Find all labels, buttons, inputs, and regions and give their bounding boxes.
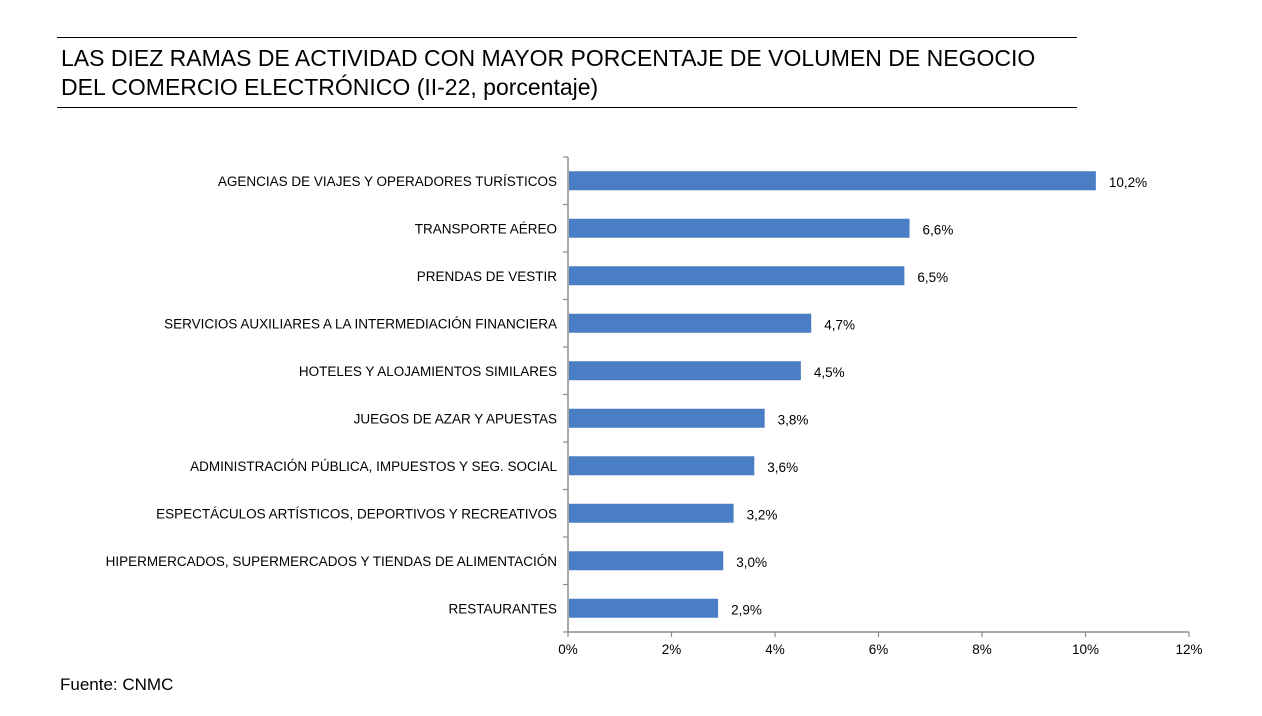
category-label: HIPERMERCADOS, SUPERMERCADOS Y TIENDAS D… — [106, 554, 557, 569]
data-label: 3,8% — [778, 412, 809, 427]
x-tick-label: 12% — [1175, 642, 1202, 657]
category-label: AGENCIAS DE VIAJES Y OPERADORES TURÍSTIC… — [218, 174, 557, 189]
bar — [569, 266, 905, 286]
category-label: RESTAURANTES — [448, 601, 557, 616]
bar — [569, 218, 910, 238]
category-label: SERVICIOS AUXILIARES A LA INTERMEDIACIÓN… — [164, 316, 557, 331]
data-label: 4,5% — [814, 365, 845, 380]
bar — [569, 551, 724, 571]
category-label: ESPECTÁCULOS ARTÍSTICOS, DEPORTIVOS Y RE… — [156, 506, 557, 521]
category-label: TRANSPORTE AÉREO — [415, 221, 557, 236]
category-label: PRENDAS DE VESTIR — [417, 269, 558, 284]
bar — [569, 503, 734, 523]
data-label: 2,9% — [731, 602, 762, 617]
chart-title-line-2: DEL COMERCIO ELECTRÓNICO (II-22, porcent… — [61, 74, 599, 100]
data-label: 6,6% — [923, 222, 954, 237]
category-label: JUEGOS DE AZAR Y APUESTAS — [354, 411, 557, 426]
category-label: HOTELES Y ALOJAMIENTOS SIMILARES — [299, 364, 557, 379]
data-label: 3,6% — [767, 460, 798, 475]
data-label: 6,5% — [917, 270, 948, 285]
bar — [569, 313, 812, 333]
bar — [569, 456, 755, 476]
data-label: 4,7% — [824, 317, 855, 332]
x-tick-label: 2% — [662, 642, 682, 657]
x-tick-label: 0% — [558, 642, 578, 657]
x-tick-label: 6% — [869, 642, 889, 657]
data-label: 3,0% — [736, 555, 767, 570]
bar — [569, 598, 719, 618]
x-tick-label: 4% — [765, 642, 785, 657]
bar — [569, 361, 801, 381]
source-note: Fuente: CNMC — [60, 675, 174, 694]
x-tick-label: 8% — [972, 642, 992, 657]
category-label: ADMINISTRACIÓN PÚBLICA, IMPUESTOS Y SEG.… — [190, 459, 557, 474]
x-tick-label: 10% — [1072, 642, 1099, 657]
data-label: 3,2% — [747, 507, 778, 522]
bar — [569, 408, 765, 428]
data-label: 10,2% — [1109, 175, 1147, 190]
chart-title-line-1: LAS DIEZ RAMAS DE ACTIVIDAD CON MAYOR PO… — [61, 45, 1036, 71]
chart-title: LAS DIEZ RAMAS DE ACTIVIDAD CON MAYOR PO… — [57, 37, 1077, 108]
bar — [569, 171, 1096, 191]
